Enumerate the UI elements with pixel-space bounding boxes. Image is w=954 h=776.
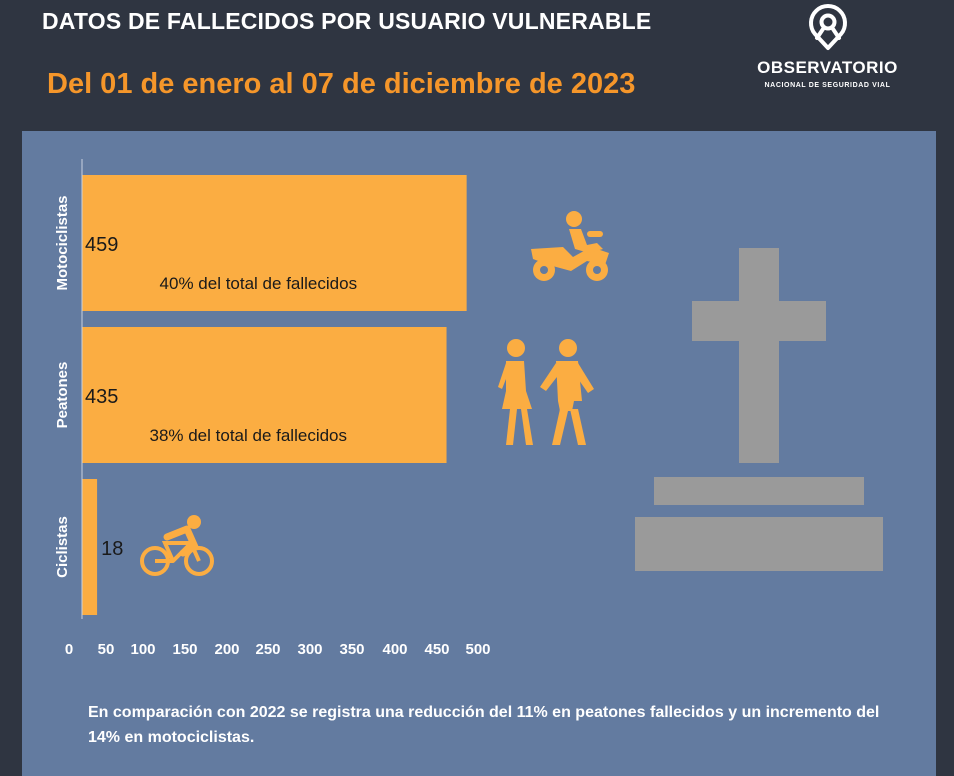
logo-name: OBSERVATORIO (757, 58, 898, 77)
x-tick-label: 450 (424, 641, 449, 658)
x-tick-label: 500 (465, 641, 490, 658)
x-tick-label: 100 (130, 641, 155, 658)
x-tick-label: 200 (214, 641, 239, 658)
x-tick-label: 50 (98, 641, 115, 658)
observatorio-logo: OBSERVATORIO NACIONAL DE SEGURIDAD VIAL (740, 2, 920, 102)
bar-peatones (82, 327, 447, 463)
footnote: En comparación con 2022 se registra una … (88, 704, 880, 746)
map-pin-logo-icon (809, 4, 847, 50)
annotation-motociclistas: 40% del total de fallecidos (160, 274, 358, 293)
bar-ciclistas (82, 479, 98, 615)
x-tick-label: 0 (65, 641, 73, 658)
bar-motociclistas (82, 175, 467, 311)
pedestrians-icon (498, 339, 594, 445)
annotation-peatones: 38% del total de fallecidos (149, 426, 347, 445)
bicycle-icon (140, 515, 214, 576)
x-tick-label: 300 (297, 641, 322, 658)
data-label-motociclistas: 459 (85, 234, 118, 256)
data-label-peatones: 435 (85, 386, 118, 408)
chart-panel: 459 40% del total de fallecidos 435 38% del… (22, 131, 936, 776)
category-label-ciclistas: Ciclistas (54, 516, 71, 578)
page-title: DATOS DE FALLECIDOS POR USUARIO VULNERAB… (42, 8, 652, 34)
x-tick-label: 150 (172, 641, 197, 658)
x-tick-label: 250 (255, 641, 280, 658)
x-tick-label: 400 (382, 641, 407, 658)
bar-chart: 459 40% del total de fallecidos 435 38% del… (54, 159, 883, 658)
data-label-ciclistas: 18 (101, 538, 123, 560)
x-tick-label: 350 (339, 641, 364, 658)
grave-cross-icon (635, 248, 883, 571)
category-label-peatones: Peatones (54, 362, 71, 429)
motorcycle-icon (531, 211, 609, 281)
page-subtitle: Del 01 de enero al 07 de diciembre de 20… (47, 68, 636, 100)
logo-subtitle: NACIONAL DE SEGURIDAD VIAL (764, 82, 891, 89)
category-label-motociclistas: Motociclistas (54, 195, 71, 290)
